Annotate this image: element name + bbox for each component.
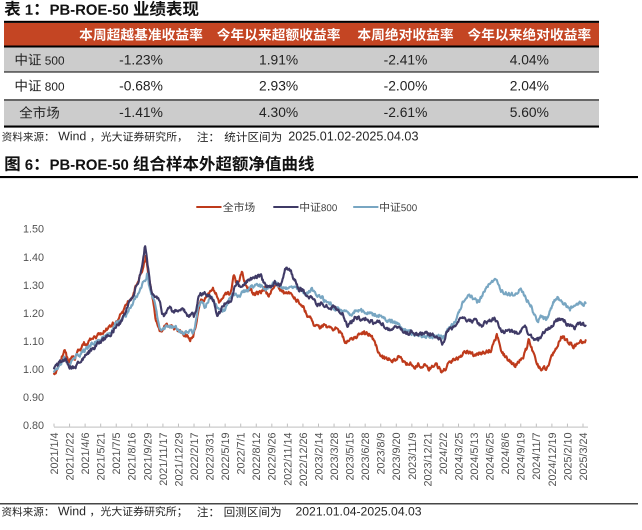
svg-text:2021/12/29: 2021/12/29 — [173, 433, 185, 487]
svg-text:2025/3/24: 2025/3/24 — [578, 433, 590, 481]
svg-text:-1.23%: -1.23% — [119, 52, 163, 67]
svg-text:1.20: 1.20 — [23, 308, 44, 320]
svg-text:2021.01.04-2025.04.03: 2021.01.04-2025.04.03 — [296, 505, 422, 519]
svg-text:2022/12/26: 2022/12/26 — [298, 433, 310, 487]
svg-text:2021/4/6: 2021/4/6 — [80, 433, 92, 475]
svg-text:2023/3/28: 2023/3/28 — [329, 433, 341, 481]
svg-text:4.30%: 4.30% — [259, 105, 298, 120]
svg-text:2024/2/2: 2024/2/2 — [438, 433, 450, 475]
svg-text:2024/12/19: 2024/12/19 — [547, 433, 559, 487]
svg-text:2023/9/20: 2023/9/20 — [391, 433, 403, 481]
svg-text:2024/8/6: 2024/8/6 — [500, 433, 512, 475]
svg-text:0.90: 0.90 — [23, 392, 44, 404]
svg-text:4.04%: 4.04% — [510, 52, 549, 67]
svg-text:5.60%: 5.60% — [510, 105, 549, 120]
svg-text:2024/3/25: 2024/3/25 — [453, 433, 465, 481]
svg-text:-0.68%: -0.68% — [119, 78, 163, 93]
svg-text:2022/8/12: 2022/8/12 — [251, 433, 263, 481]
svg-text:2023/2/14: 2023/2/14 — [313, 433, 325, 481]
svg-text:2025/2/10: 2025/2/10 — [562, 433, 574, 481]
svg-text:2.93%: 2.93% — [259, 78, 298, 93]
svg-text:1.40: 1.40 — [23, 252, 44, 264]
svg-text:1.50: 1.50 — [23, 224, 44, 236]
svg-text:1.00: 1.00 — [23, 364, 44, 376]
svg-text:2021/1/4: 2021/1/4 — [49, 433, 61, 475]
svg-text:1.91%: 1.91% — [259, 52, 298, 67]
svg-text:2021/7/5: 2021/7/5 — [111, 433, 123, 475]
svg-text:2024/5/13: 2024/5/13 — [469, 433, 481, 481]
svg-text:2021/9/29: 2021/9/29 — [142, 433, 154, 481]
svg-text:2023/11/9: 2023/11/9 — [407, 433, 419, 480]
svg-text:2021/5/21: 2021/5/21 — [96, 433, 108, 481]
svg-text:-2.00%: -2.00% — [384, 78, 428, 93]
svg-text:2023/12/21: 2023/12/21 — [422, 433, 434, 487]
svg-text:1.10: 1.10 — [23, 336, 44, 348]
svg-text:-2.41%: -2.41% — [384, 52, 428, 67]
svg-text:-1.41%: -1.41% — [119, 105, 163, 120]
svg-text:2024/11/7: 2024/11/7 — [531, 433, 543, 480]
svg-text:2.04%: 2.04% — [510, 78, 549, 93]
svg-text:2024/9/19: 2024/9/19 — [516, 433, 528, 481]
svg-text:2025.01.02-2025.04.03: 2025.01.02-2025.04.03 — [288, 130, 418, 144]
svg-text:-2.61%: -2.61% — [384, 105, 428, 120]
svg-text:2021/8/16: 2021/8/16 — [127, 433, 139, 481]
svg-text:1.30: 1.30 — [23, 280, 44, 292]
svg-text:2023/6/28: 2023/6/28 — [360, 433, 372, 481]
svg-text:2022/9/26: 2022/9/26 — [267, 433, 279, 481]
svg-text:2022/5/19: 2022/5/19 — [220, 433, 232, 481]
svg-text:2022/11/14: 2022/11/14 — [282, 433, 294, 486]
svg-text:2022/7/1: 2022/7/1 — [236, 433, 248, 475]
svg-text:2024/6/25: 2024/6/25 — [485, 433, 497, 481]
svg-text:2022/3/31: 2022/3/31 — [204, 433, 216, 481]
svg-text:2021/11/17: 2021/11/17 — [158, 433, 170, 486]
svg-text:2023/5/15: 2023/5/15 — [345, 433, 357, 481]
svg-text:2023/8/9: 2023/8/9 — [376, 433, 388, 475]
svg-text:2021/2/22: 2021/2/22 — [64, 433, 76, 481]
svg-text:2022/2/17: 2022/2/17 — [189, 433, 201, 481]
svg-text:0.80: 0.80 — [23, 420, 44, 432]
